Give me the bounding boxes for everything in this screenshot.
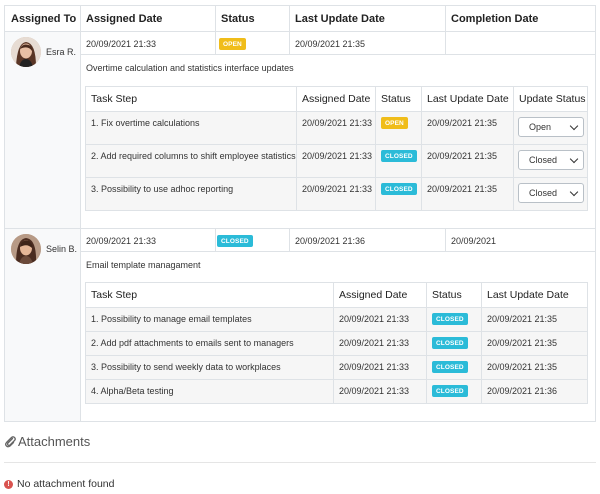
table-row: [86, 355, 587, 379]
chevron-down-icon: [569, 121, 579, 131]
task-description: Overtime calculation and statistics inte…: [86, 63, 294, 73]
assignee-name: Esra R.: [46, 47, 77, 57]
update-status-select[interactable]: Open: [518, 117, 584, 137]
task-last-update: 20/09/2021 21:36: [295, 236, 366, 246]
sub-header-step: Task Step: [91, 289, 138, 301]
task-steps-table: Task Step Assigned Date Status Last Upda…: [85, 86, 588, 211]
attachments-heading: Attachments: [4, 434, 90, 449]
no-attachment-message: ! No attachment found: [4, 478, 114, 490]
sub-header-update-status: Update Status: [519, 93, 586, 105]
table-row: [86, 379, 587, 403]
sub-header-step: Task Step: [91, 93, 138, 105]
task-assigned-date: 20/09/2021 21:33: [86, 236, 157, 246]
status-badge: OPEN: [219, 38, 246, 50]
table-row: [86, 111, 587, 144]
step-last-update: 20/09/2021 21:35: [427, 184, 498, 194]
sub-header-assigned: Assigned Date: [339, 289, 408, 301]
select-value: Closed: [529, 188, 558, 198]
step-name: 3. Possibility to send weekly data to wo…: [91, 362, 281, 372]
sub-header-assigned: Assigned Date: [302, 93, 371, 105]
update-status-select[interactable]: Closed: [518, 183, 584, 203]
select-value: Open: [529, 122, 552, 132]
sub-header-status: Status: [432, 289, 462, 301]
task-steps-table: Task Step Assigned Date Status Last Upda…: [85, 282, 588, 404]
step-assigned: 20/09/2021 21:33: [339, 362, 410, 372]
avatar: [11, 37, 41, 67]
col-header-status: Status: [221, 12, 255, 25]
status-badge: OPEN: [381, 117, 408, 129]
step-assigned: 20/09/2021 21:33: [339, 314, 410, 324]
assignee-name: Selin B.: [46, 244, 78, 254]
table-row: [86, 177, 587, 210]
attachments-title: Attachments: [18, 434, 91, 449]
step-last-update: 20/09/2021 21:35: [427, 151, 498, 161]
col-header-last-update: Last Update Date: [295, 12, 385, 25]
step-assigned: 20/09/2021 21:33: [339, 338, 410, 348]
table-row: [86, 307, 587, 331]
assignee-column: [5, 32, 80, 421]
update-status-select[interactable]: Closed: [518, 150, 584, 170]
sub-header-last-update: Last Update Date: [487, 289, 569, 301]
sub-header-last-update: Last Update Date: [427, 93, 509, 105]
step-last-update: 20/09/2021 21:35: [487, 338, 558, 348]
step-name: 1. Possibility to manage email templates: [91, 314, 252, 324]
status-badge: CLOSED: [432, 361, 468, 373]
status-badge: CLOSED: [381, 183, 417, 195]
task-last-update: 20/09/2021 21:35: [295, 39, 366, 49]
assignee-selin: Selin B.: [11, 234, 77, 264]
status-badge: CLOSED: [217, 235, 253, 247]
avatar: [11, 234, 41, 264]
step-assigned: 20/09/2021 21:33: [302, 151, 373, 161]
task-description: Email template managament: [86, 260, 201, 270]
step-assigned: 20/09/2021 21:33: [302, 184, 373, 194]
step-assigned: 20/09/2021 21:33: [302, 118, 373, 128]
col-header-completion-date: Completion Date: [451, 12, 539, 25]
table-row: [86, 331, 587, 355]
step-name: 3. Possibility to use adhoc reporting: [91, 184, 234, 194]
chevron-down-icon: [569, 154, 579, 164]
no-attachment-text: No attachment found: [17, 478, 115, 490]
step-last-update: 20/09/2021 21:35: [427, 118, 498, 128]
status-badge: CLOSED: [381, 150, 417, 162]
step-assigned: 20/09/2021 21:33: [339, 386, 410, 396]
task-completion-date: 20/09/2021: [451, 236, 497, 246]
status-badge: CLOSED: [432, 385, 468, 397]
col-header-assigned-to: Assigned To: [11, 12, 77, 25]
error-icon: !: [4, 479, 13, 489]
status-badge: CLOSED: [432, 337, 468, 349]
tasks-table: Assigned To Assigned Date Status Last Up…: [4, 5, 596, 422]
step-name: 2. Add required columns to shift employe…: [91, 151, 296, 161]
table-row: [86, 144, 587, 177]
sub-header-status: Status: [381, 93, 411, 105]
select-value: Closed: [529, 155, 558, 165]
step-last-update: 20/09/2021 21:36: [487, 386, 558, 396]
status-badge: CLOSED: [432, 313, 468, 325]
step-last-update: 20/09/2021 21:35: [487, 314, 558, 324]
step-last-update: 20/09/2021 21:35: [487, 362, 558, 372]
paperclip-icon: [5, 436, 16, 448]
assignee-esra: Esra R.: [11, 37, 76, 67]
col-header-assigned-date: Assigned Date: [86, 12, 163, 25]
step-name: 2. Add pdf attachments to emails sent to…: [91, 338, 294, 348]
step-name: 4. Alpha/Beta testing: [91, 386, 174, 396]
chevron-down-icon: [569, 187, 579, 197]
step-name: 1. Fix overtime calculations: [91, 118, 200, 128]
task-assigned-date: 20/09/2021 21:33: [86, 39, 157, 49]
